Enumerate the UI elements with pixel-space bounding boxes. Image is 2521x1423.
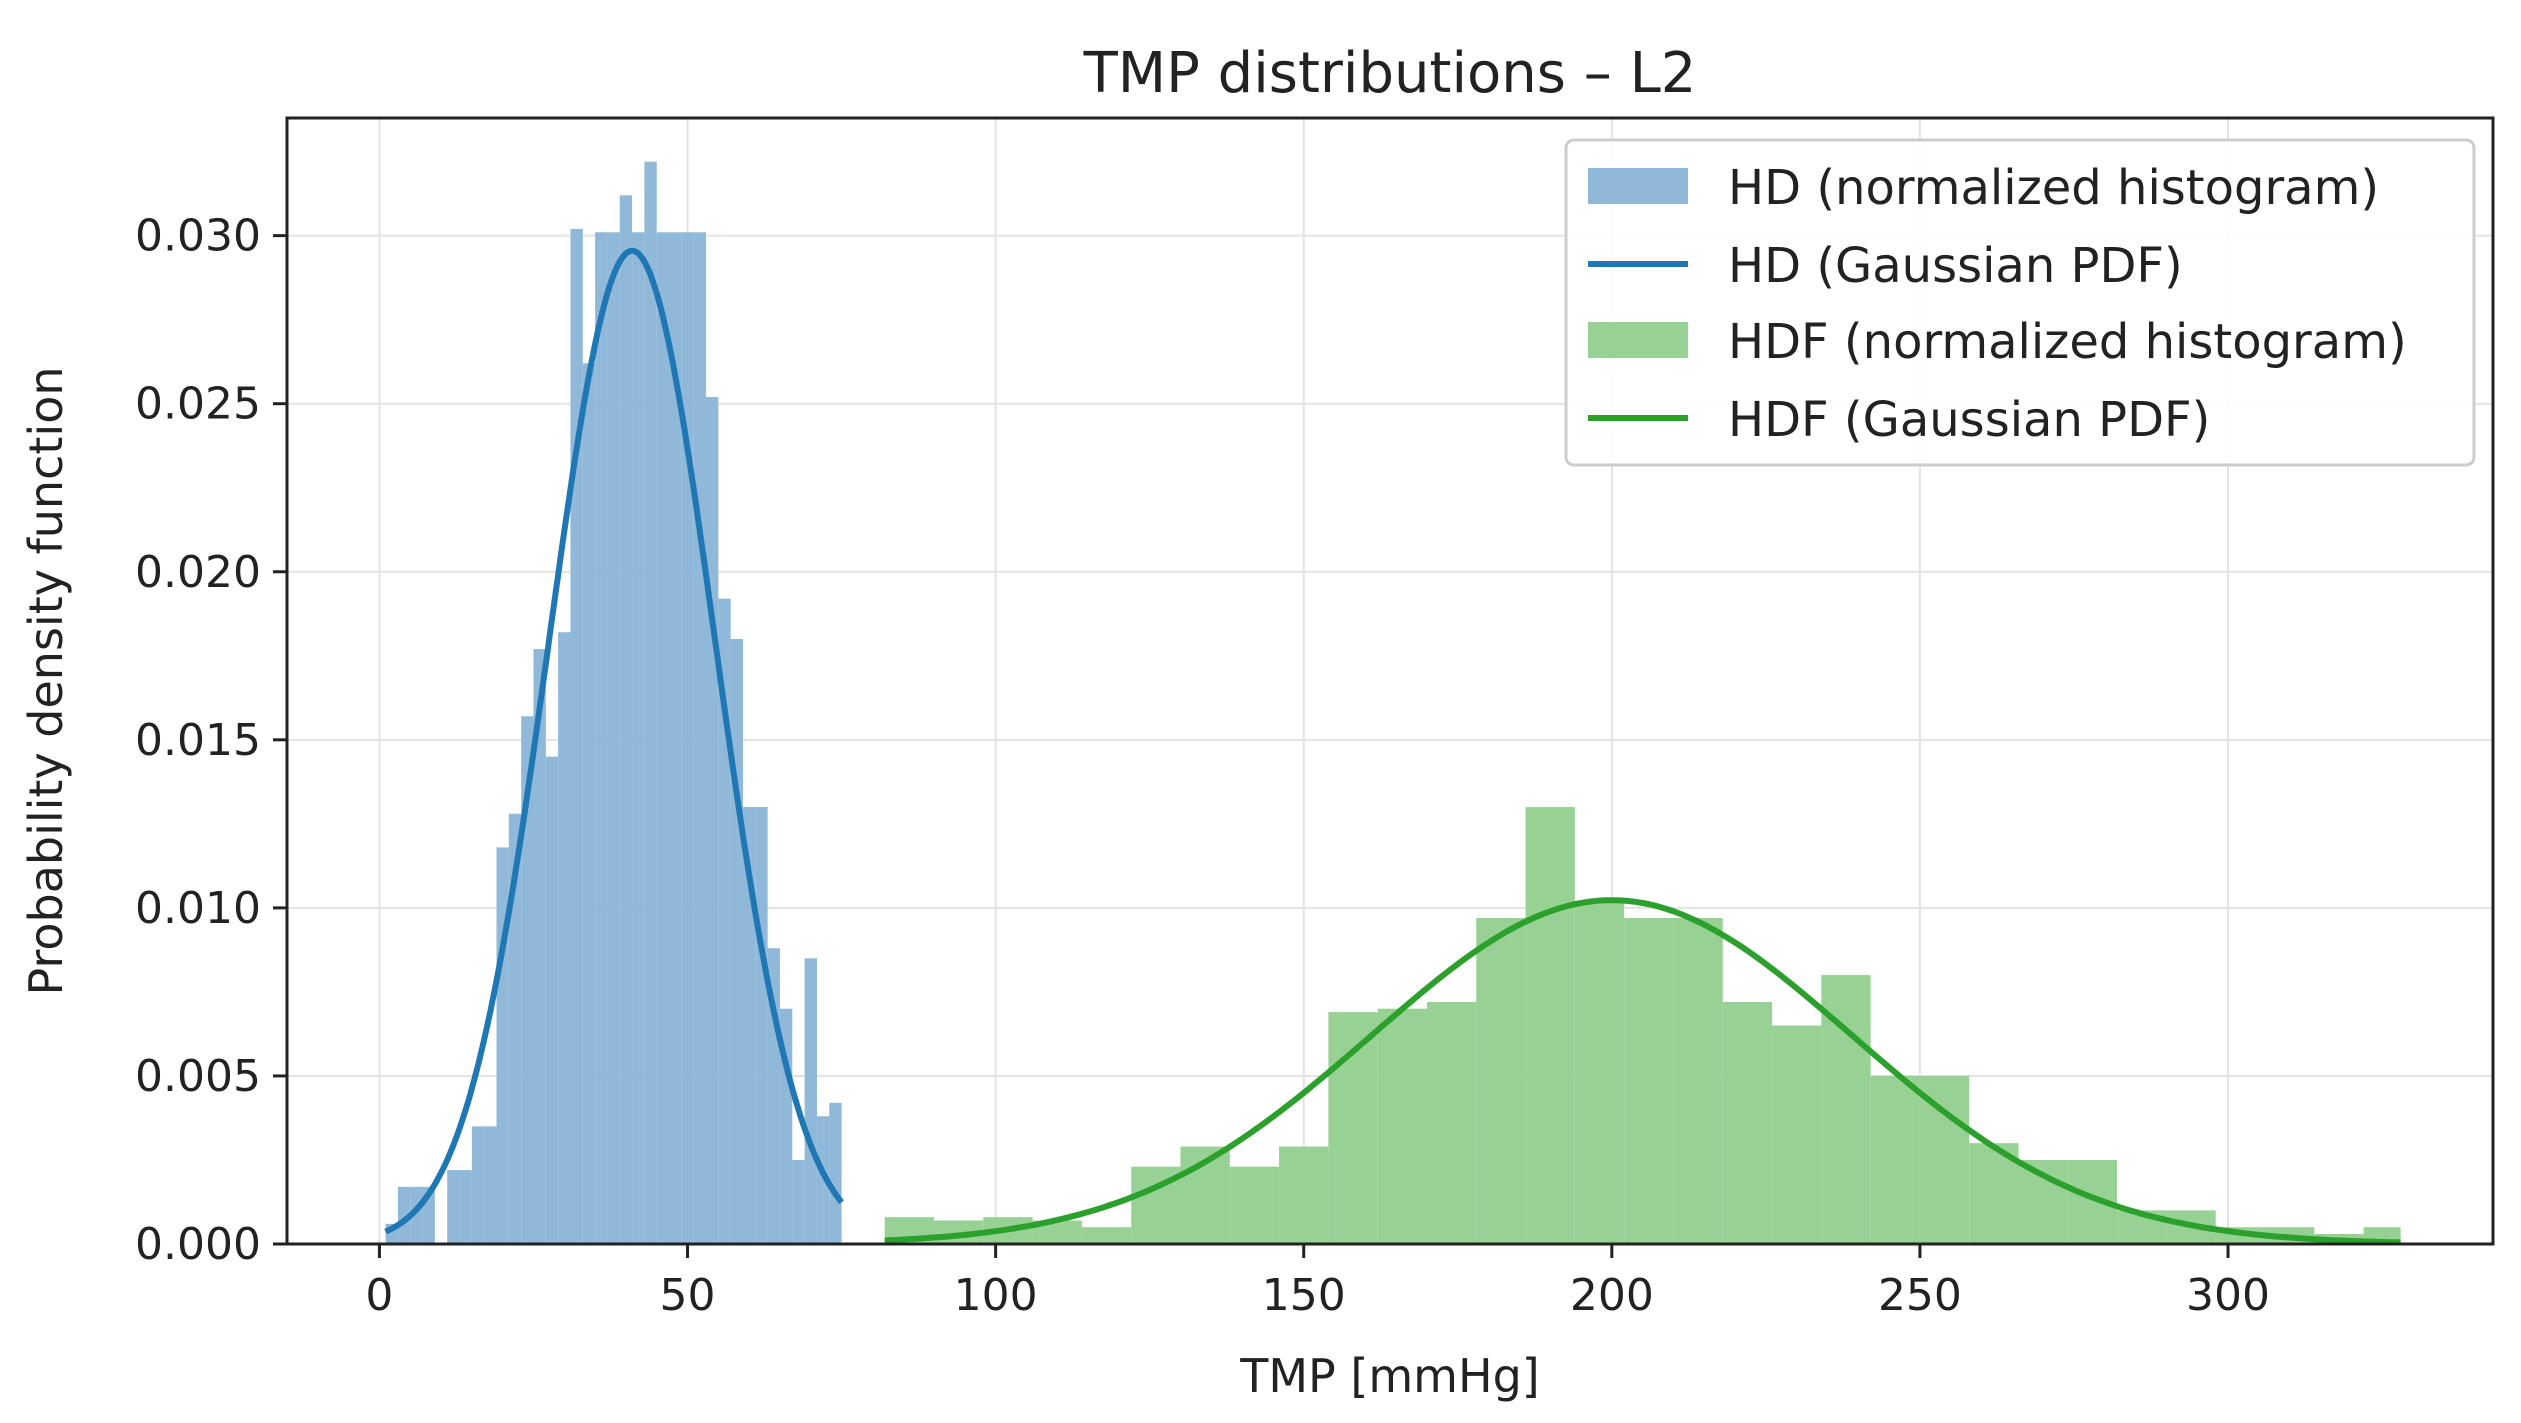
hd-hist-bar-25 bbox=[693, 232, 707, 1245]
y-tick-label-0: 0.000 bbox=[135, 1219, 261, 1270]
hdf-histogram bbox=[884, 807, 2401, 1244]
hdf-hist-bar-11 bbox=[1426, 1001, 1477, 1244]
legend-label-hdf-hist: HDF (normalized histogram) bbox=[1728, 314, 2407, 370]
hd-hist-bar-24 bbox=[681, 232, 694, 1245]
hd-hist-bar-1 bbox=[397, 1186, 411, 1244]
hdf-hist-bar-18 bbox=[1772, 1025, 1822, 1244]
legend-swatch-hdf-hist bbox=[1588, 322, 1688, 358]
hdf-hist-bar-3 bbox=[1032, 1220, 1082, 1244]
y-axis-title: Probability density function bbox=[19, 367, 73, 996]
hdf-hist-bar-14 bbox=[1574, 901, 1625, 1244]
x-tick-label-2: 100 bbox=[954, 1270, 1038, 1321]
hdf-hist-bar-17 bbox=[1722, 1001, 1773, 1244]
x-tick-label-0: 0 bbox=[365, 1270, 393, 1321]
x-tick-label-6: 300 bbox=[2186, 1270, 2270, 1321]
hdf-hist-bar-20 bbox=[1870, 1075, 1920, 1244]
hd-hist-bar-12 bbox=[533, 649, 546, 1244]
y-tick-label-2: 0.010 bbox=[135, 883, 261, 934]
hdf-hist-bar-13 bbox=[1525, 807, 1575, 1244]
plot-frame bbox=[285, 116, 2495, 1246]
x-tick-label-1: 50 bbox=[660, 1270, 716, 1321]
x-tick-label-3: 150 bbox=[1262, 1270, 1346, 1321]
hdf-hist-bar-7 bbox=[1229, 1166, 1280, 1244]
hd-hist-bar-10 bbox=[508, 813, 522, 1244]
hdf-hist-bar-15 bbox=[1624, 917, 1674, 1244]
hd-hist-bar-22 bbox=[656, 232, 670, 1245]
hd-hist-bar-23 bbox=[669, 232, 682, 1245]
hdf-hist-bar-12 bbox=[1476, 917, 1526, 1244]
hd-hist-bar-18 bbox=[607, 232, 620, 1245]
hd-hist-bar-16 bbox=[582, 363, 596, 1244]
legend-label-hdf-pdf: HDF (Gaussian PDF) bbox=[1728, 392, 2210, 448]
legend: HD (normalized histogram) HD (Gaussian P… bbox=[1564, 138, 2476, 467]
legend-box bbox=[1564, 138, 2476, 467]
hd-hist-bar-7 bbox=[471, 1126, 485, 1244]
hdf-hist-bar-10 bbox=[1377, 1008, 1427, 1244]
hd-hist-bar-8 bbox=[484, 1126, 497, 1244]
hd-hist-bar-5 bbox=[447, 1170, 460, 1244]
x-axis-ticks: 0 50 100 150 200 250 300 bbox=[365, 1244, 2270, 1321]
hd-hist-bar-20 bbox=[632, 232, 645, 1245]
hd-hist-bar-26 bbox=[706, 396, 719, 1244]
hd-hist-bar-28 bbox=[730, 638, 743, 1244]
hd-hist-bar-30 bbox=[755, 807, 768, 1244]
y-tick-label-4: 0.020 bbox=[135, 547, 261, 598]
hd-hist-bar-21 bbox=[644, 161, 657, 1244]
hd-hist-bar-6 bbox=[459, 1170, 472, 1244]
hdf-hist-bar-9 bbox=[1328, 1012, 1378, 1244]
y-axis-ticks: 0.000 0.005 0.010 0.015 0.020 0.025 0.030 bbox=[135, 211, 287, 1270]
hdf-hist-bar-8 bbox=[1279, 1146, 1329, 1244]
y-tick-label-1: 0.005 bbox=[135, 1051, 261, 1102]
hdf-hist-bar-16 bbox=[1673, 917, 1723, 1244]
hd-histogram bbox=[385, 161, 842, 1245]
hd-hist-bar-14 bbox=[558, 632, 571, 1244]
hd-hist-bar-29 bbox=[742, 807, 756, 1244]
hdf-gaussian-pdf-line bbox=[884, 897, 2401, 1246]
hd-hist-bar-15 bbox=[570, 228, 583, 1244]
chart-title: TMP distributions – L2 bbox=[1083, 41, 1697, 106]
hd-hist-bar-17 bbox=[595, 232, 608, 1245]
hd-hist-bar-35 bbox=[816, 1116, 830, 1244]
x-axis-title: TMP [mmHg] bbox=[1239, 1349, 1539, 1403]
hd-gaussian-pdf-line bbox=[384, 247, 844, 1235]
y-tick-label-3: 0.015 bbox=[135, 715, 261, 766]
gaussian-curves bbox=[384, 247, 2401, 1246]
hd-hist-bar-34 bbox=[804, 958, 817, 1244]
legend-label-hd-hist: HD (normalized histogram) bbox=[1728, 160, 2379, 216]
x-tick-label-4: 200 bbox=[1570, 1270, 1654, 1321]
x-tick-label-5: 250 bbox=[1878, 1270, 1962, 1321]
hdf-hist-bar-19 bbox=[1821, 975, 1871, 1244]
hd-hist-bar-36 bbox=[829, 1102, 842, 1244]
hd-hist-bar-33 bbox=[792, 1159, 805, 1244]
hd-hist-bar-13 bbox=[545, 756, 559, 1244]
hdf-hist-bar-21 bbox=[1919, 1075, 1970, 1244]
hd-hist-bar-27 bbox=[718, 598, 731, 1244]
hdf-hist-bar-4 bbox=[1081, 1227, 1132, 1244]
hd-hist-bar-2 bbox=[410, 1186, 423, 1244]
y-tick-label-5: 0.025 bbox=[135, 379, 261, 430]
hd-hist-bar-11 bbox=[521, 716, 534, 1244]
y-tick-label-6: 0.030 bbox=[135, 211, 261, 262]
hd-hist-bar-19 bbox=[619, 195, 633, 1244]
legend-swatch-hd-hist bbox=[1588, 168, 1688, 204]
legend-label-hd-pdf: HD (Gaussian PDF) bbox=[1728, 238, 2183, 294]
